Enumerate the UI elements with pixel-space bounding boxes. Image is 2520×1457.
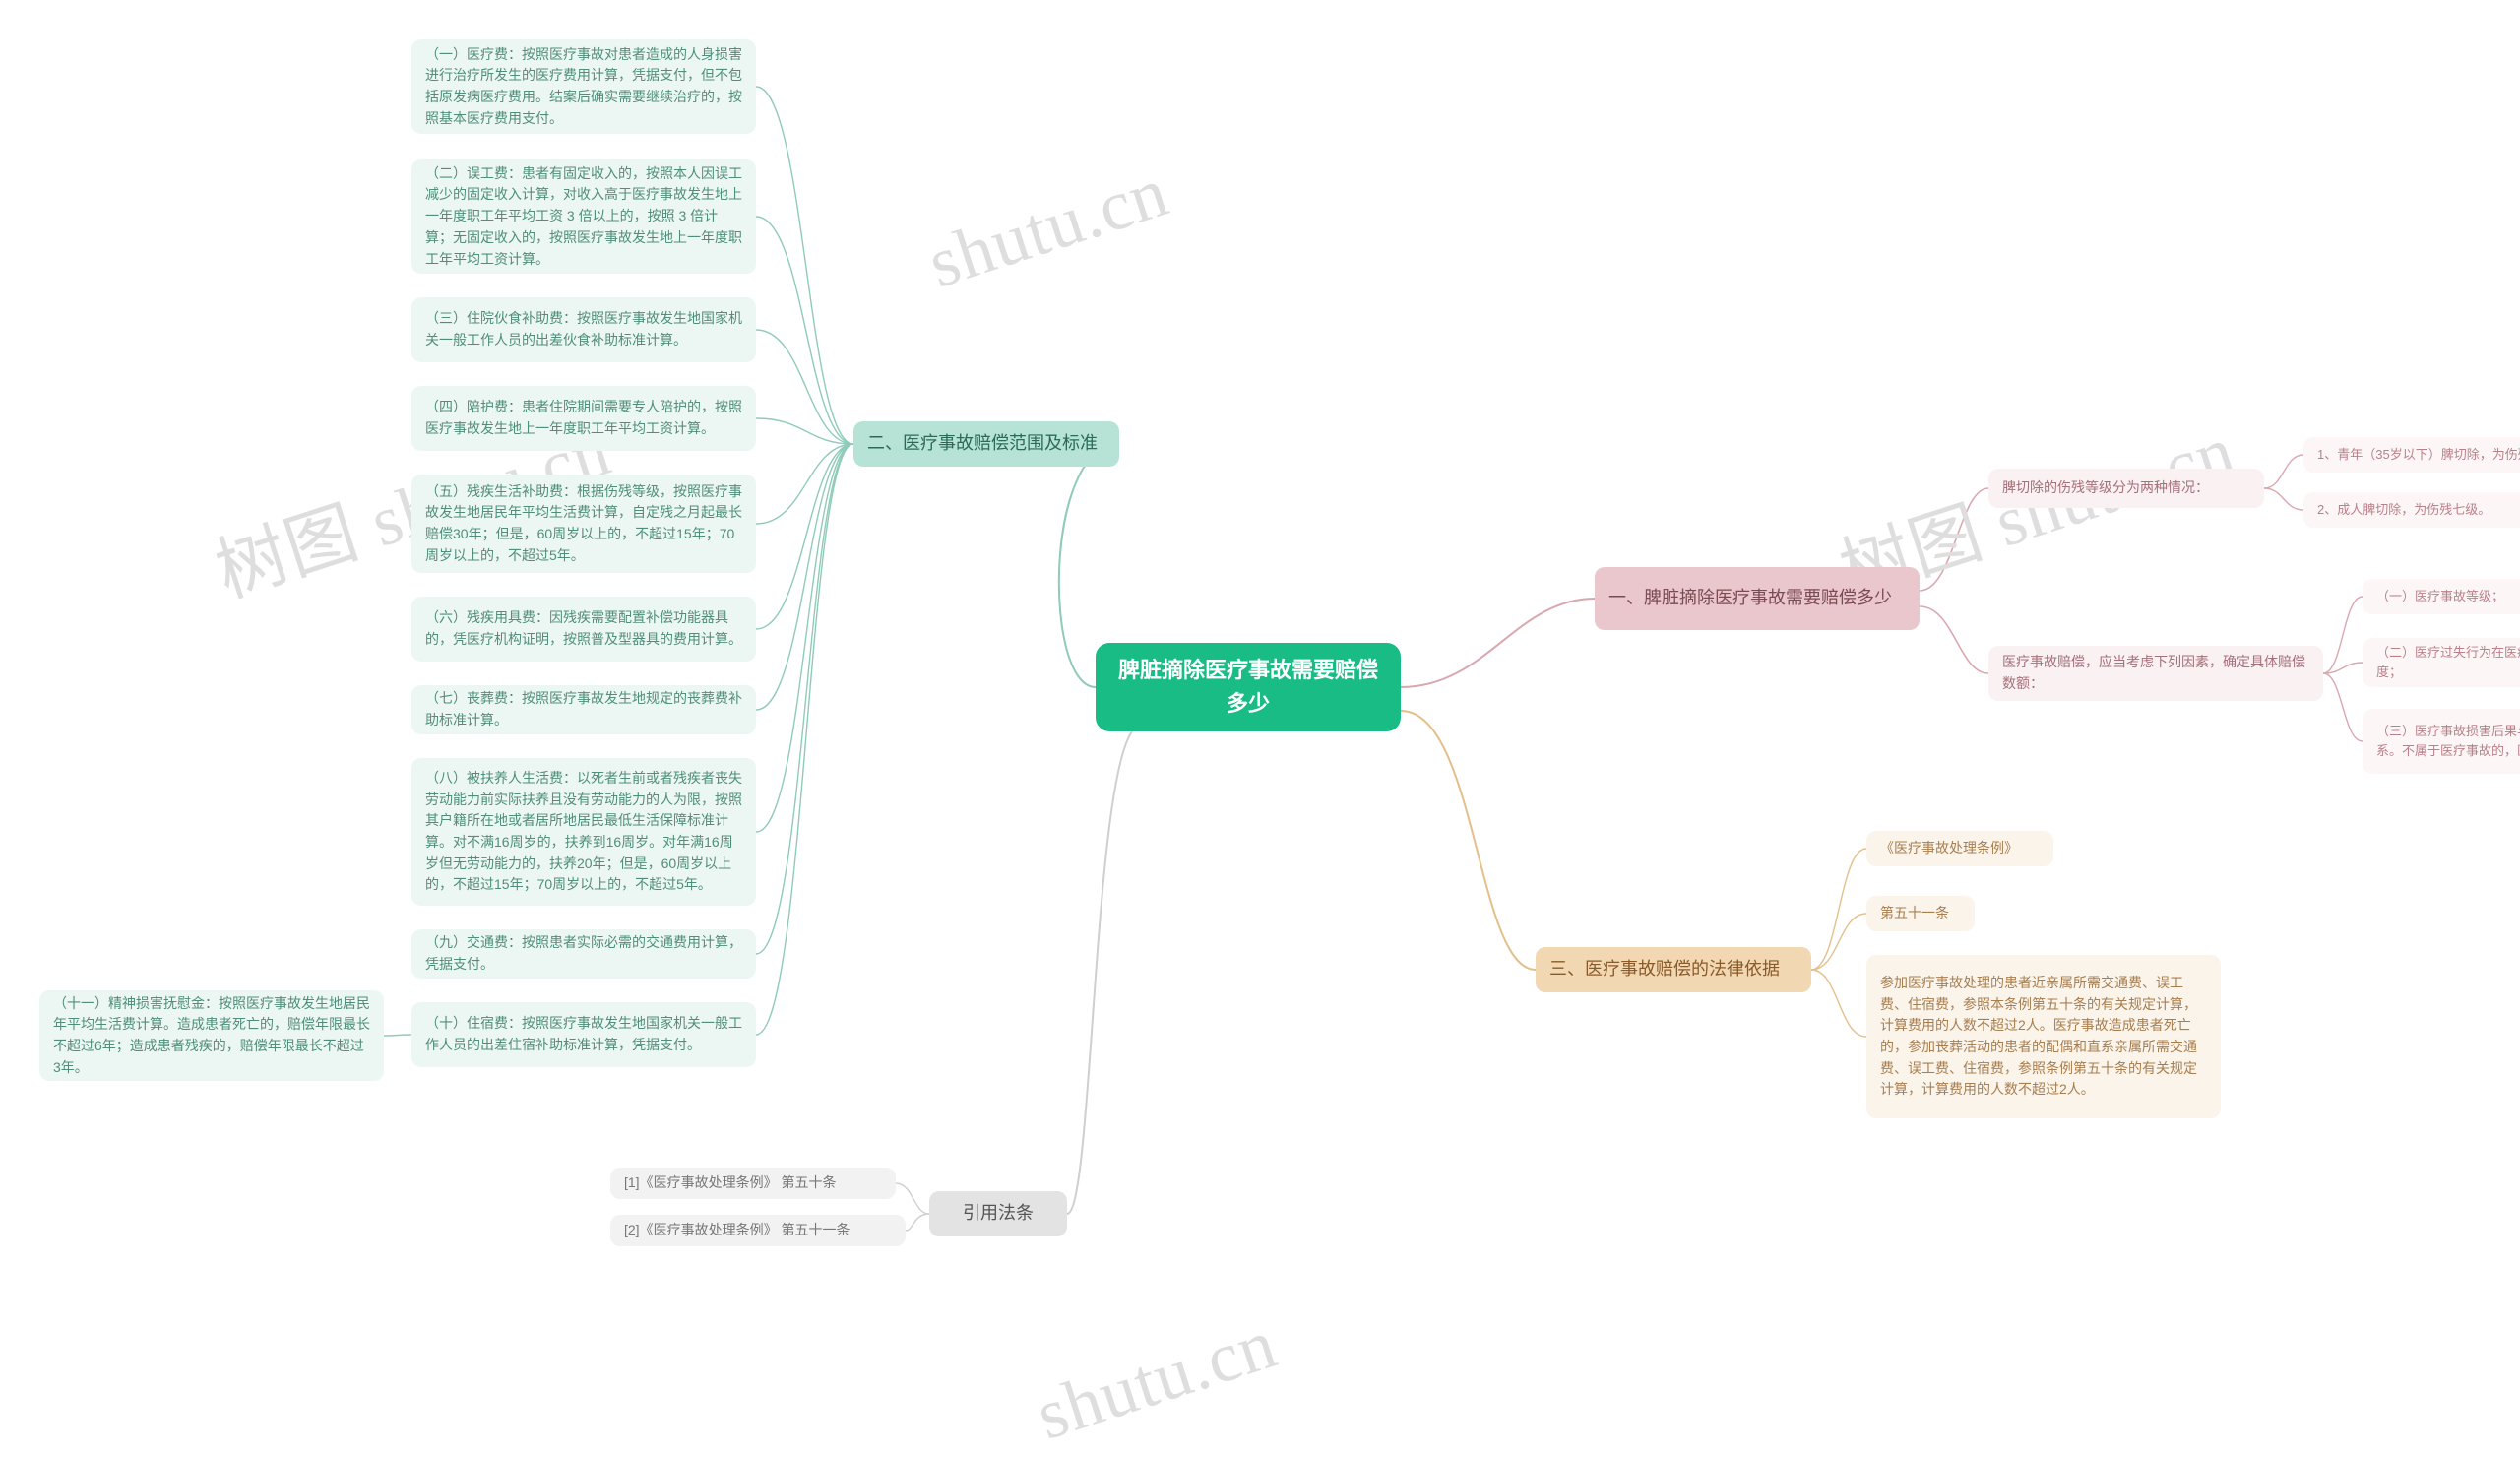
branch-1-sub-1[interactable]: 脾切除的伤残等级分为两种情况： <box>1988 469 2264 508</box>
branch-3[interactable]: 三、医疗事故赔偿的法律依据 <box>1536 947 1811 992</box>
branch-2-leaf-4: （四）陪护费：患者住院期间需要专人陪护的，按照医疗事故发生地上一年度职工年平均工… <box>411 386 756 451</box>
branch-2[interactable]: 二、医疗事故赔偿范围及标准 <box>853 421 1119 467</box>
watermark: shutu.cn <box>918 151 1177 304</box>
branch-1-sub-2-leaf-1: （一）医疗事故等级； <box>2362 579 2520 614</box>
branch-2-leaf-9: （九）交通费：按照患者实际必需的交通费用计算，凭据支付。 <box>411 929 756 979</box>
branch-2-leaf-8: （八）被扶养人生活费：以死者生前或者残疾者丧失劳动能力前实际扶养且没有劳动能力的… <box>411 758 756 906</box>
branch-3-leaf-2: 第五十一条 <box>1866 896 1975 931</box>
branch-1-sub-1-leaf-2: 2、成人脾切除，为伤残七级。 <box>2303 492 2520 528</box>
watermark: shutu.cn <box>1027 1302 1286 1456</box>
branch-1-sub-2-leaf-2: （二）医疗过失行为在医疗事故损害后果中的责任程度； <box>2362 638 2520 687</box>
branch-2-leaf-5: （五）残疾生活补助费：根据伤残等级，按照医疗事故发生地居民年平均生活费计算，自定… <box>411 475 756 573</box>
branch-2-leaf-11: （十一）精神损害抚慰金：按照医疗事故发生地居民年平均生活费计算。造成患者死亡的，… <box>39 990 384 1081</box>
branch-1-sub-2-leaf-3: （三）医疗事故损害后果与患者原有疾病状况之间的关系。不属于医疗事故的，医疗机构不… <box>2362 709 2520 774</box>
branch-2-leaf-10: （十）住宿费：按照医疗事故发生地国家机关一般工作人员的出差住宿补助标准计算，凭据… <box>411 1002 756 1067</box>
branch-2-leaf-2: （二）误工费：患者有固定收入的，按照本人因误工减少的固定收入计算，对收入高于医疗… <box>411 159 756 274</box>
branch-2-leaf-6: （六）残疾用具费：因残疾需要配置补偿功能器具的，凭医疗机构证明，按照普及型器具的… <box>411 597 756 662</box>
branch-1[interactable]: 一、脾脏摘除医疗事故需要赔偿多少 <box>1595 567 1920 630</box>
branch-4-leaf-1: [1]《医疗事故处理条例》 第五十条 <box>610 1168 896 1199</box>
branch-2-leaf-7: （七）丧葬费：按照医疗事故发生地规定的丧葬费补助标准计算。 <box>411 685 756 734</box>
branch-4[interactable]: 引用法条 <box>929 1191 1067 1236</box>
branch-2-leaf-3: （三）住院伙食补助费：按照医疗事故发生地国家机关一般工作人员的出差伙食补助标准计… <box>411 297 756 362</box>
branch-3-leaf-1: 《医疗事故处理条例》 <box>1866 831 2053 866</box>
branch-4-leaf-2: [2]《医疗事故处理条例》 第五十一条 <box>610 1215 906 1246</box>
branch-3-leaf-3: 参加医疗事故处理的患者近亲属所需交通费、误工费、住宿费，参照本条例第五十条的有关… <box>1866 955 2221 1118</box>
mindmap-root[interactable]: 脾脏摘除医疗事故需要赔偿多少 <box>1096 643 1401 731</box>
branch-2-leaf-1: （一）医疗费：按照医疗事故对患者造成的人身损害进行治疗所发生的医疗费用计算，凭据… <box>411 39 756 134</box>
branch-1-sub-1-leaf-1: 1、青年（35岁以下）脾切除，为伤残六级。 <box>2303 437 2520 473</box>
branch-1-sub-2[interactable]: 医疗事故赔偿，应当考虑下列因素，确定具体赔偿数额： <box>1988 646 2323 701</box>
